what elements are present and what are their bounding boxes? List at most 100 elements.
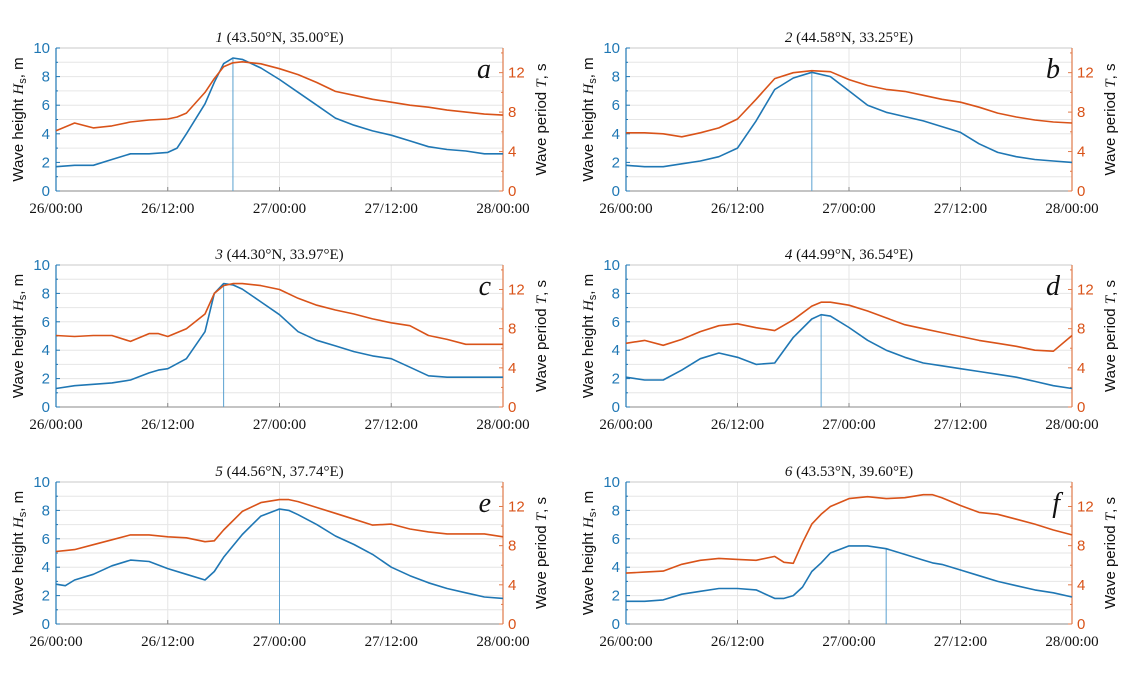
grid [625, 481, 1073, 625]
y-tick-label-left: 0 [612, 399, 620, 416]
series-wave-period [625, 493, 1073, 574]
y-tick-label-left: 8 [42, 502, 50, 519]
series-wave-height [625, 313, 1073, 390]
y-tick-label-left: 10 [33, 40, 50, 57]
y-tick-label-right: 4 [508, 144, 516, 161]
title-coords: (44.99°N, 36.54°E) [796, 247, 913, 263]
y-tick-label-left: 0 [612, 616, 620, 633]
y-axis-label-left: Wave height Hs, m [10, 491, 29, 615]
x-tick-label: 28/00:00 [476, 201, 529, 217]
grid [625, 264, 1073, 408]
y-tick-label-right: 12 [508, 498, 525, 515]
chart-title: 1 (43.50°N, 35.00°E) [215, 30, 343, 46]
y-label-symbol: H [11, 83, 27, 96]
series-wave-height [55, 508, 504, 600]
y-axis-label-right: Wave period T, s [1102, 63, 1119, 175]
y-tick-label-left: 2 [612, 371, 620, 388]
y-tick-label-right: 0 [1077, 399, 1085, 416]
y-tick-label-right: 12 [1077, 281, 1094, 298]
y-tick-label-right: 0 [508, 399, 516, 416]
y-axis-label-right: Wave period T, s [1102, 497, 1119, 609]
panel-letter: f [1052, 488, 1063, 519]
panel-letter: b [1046, 54, 1060, 85]
series-wave-period [625, 301, 1073, 353]
y-tick-label-left: 2 [42, 154, 50, 171]
x-tick-label: 26/00:00 [599, 417, 652, 433]
chart-title: 4 (44.99°N, 36.54°E) [785, 247, 913, 263]
y-label-symbol: T [534, 78, 550, 88]
y-tick-label-right: 12 [508, 281, 525, 298]
y-label-symbol: T [1103, 78, 1119, 88]
x-tick-label: 28/00:00 [1045, 634, 1098, 650]
y-tick-label-right: 4 [508, 577, 516, 594]
y-tick-label-left: 8 [42, 69, 50, 86]
y-label-unit: , s [533, 280, 550, 296]
y-label-subscript: s [587, 78, 599, 84]
y-tick-label-right: 12 [1077, 498, 1094, 515]
y-tick-label-left: 6 [612, 314, 620, 331]
series-wave-period [626, 69, 1073, 138]
y-tick-label-left: 6 [42, 314, 50, 331]
y-axis-label-left: Wave height Hs, m [10, 274, 29, 398]
y-label-symbol: H [581, 299, 597, 312]
y-axis-label-right: Wave period T, s [533, 280, 550, 392]
chart-title: 2 (44.58°N, 33.25°E) [785, 30, 913, 46]
y-tick-label-right: 8 [508, 538, 516, 555]
x-tick-label: 27/12:00 [934, 201, 987, 217]
chart-panel-b: 26/00:00 26/12:00 27/00:00 27/12:00 28/00:00… [580, 30, 1119, 217]
y-tick-label-left: 4 [42, 342, 50, 359]
y-label-unit: , s [533, 63, 550, 79]
y-tick-label-right: 4 [1077, 144, 1085, 161]
y-tick-label-left: 0 [612, 183, 620, 200]
chart-panel-d: 26/00:00 26/12:00 27/00:00 27/12:00 28/00:00… [580, 247, 1119, 433]
x-tick-label: 26/00:00 [29, 417, 82, 433]
title-coords: (43.50°N, 35.00°E) [227, 30, 344, 46]
x-tick-label: 27/00:00 [822, 634, 875, 650]
y-label-unit: , m [580, 57, 597, 78]
x-tick-label: 26/12:00 [711, 417, 764, 433]
chart-panel-e: 26/00:00 26/12:00 27/00:00 27/12:00 28/00:00… [10, 464, 550, 650]
chart-title: 5 (44.56°N, 37.74°E) [215, 464, 343, 480]
series-wave-height [626, 545, 1073, 603]
y-tick-label-right: 4 [1077, 360, 1085, 377]
title-number: 5 [215, 464, 226, 480]
chart-panel-a: 26/00:00 26/12:00 27/00:00 27/12:00 28/00:00… [10, 30, 550, 217]
y-label-text: Wave period [533, 88, 550, 176]
y-label-text: Wave height [580, 95, 597, 182]
y-tick-label-right: 4 [1077, 577, 1085, 594]
x-tick-label: 27/12:00 [365, 634, 418, 650]
x-tick-label: 27/00:00 [253, 417, 306, 433]
y-axis-label-right: Wave period T, s [1102, 280, 1119, 392]
y-axis-label-left: Wave height Hs, m [580, 57, 599, 181]
y-label-unit: , s [533, 497, 550, 513]
x-tick-label: 26/00:00 [29, 201, 82, 217]
x-tick-label: 26/12:00 [711, 201, 764, 217]
title-coords: (44.56°N, 37.74°E) [227, 464, 344, 480]
y-label-subscript: s [17, 78, 29, 84]
y-tick-label-left: 8 [612, 69, 620, 86]
x-tick-label: 26/12:00 [711, 634, 764, 650]
x-tick-label: 26/00:00 [599, 201, 652, 217]
y-label-subscript: s [587, 511, 599, 517]
x-tick-label: 26/00:00 [29, 634, 82, 650]
y-tick-label-left: 10 [603, 257, 620, 274]
y-label-text: Wave height [580, 311, 597, 398]
y-tick-label-right: 12 [508, 65, 525, 82]
y-label-symbol: T [1103, 511, 1119, 521]
x-tick-label: 27/12:00 [365, 201, 418, 217]
y-label-text: Wave height [10, 95, 27, 182]
y-tick-label-left: 8 [42, 285, 50, 302]
y-label-symbol: T [1103, 294, 1119, 304]
panel-letter: c [479, 271, 492, 302]
y-tick-label-right: 8 [508, 104, 516, 121]
y-tick-label-right: 0 [508, 183, 516, 200]
y-tick-label-left: 6 [42, 531, 50, 548]
y-label-unit: , m [10, 274, 27, 295]
y-label-text: Wave height [10, 528, 27, 615]
y-tick-label-right: 4 [508, 360, 516, 377]
x-tick-label: 28/00:00 [1045, 417, 1098, 433]
x-tick-label: 27/00:00 [822, 201, 875, 217]
x-tick-label: 28/00:00 [476, 634, 529, 650]
y-label-symbol: H [11, 299, 27, 312]
y-axis-label-left: Wave height Hs, m [580, 491, 599, 615]
